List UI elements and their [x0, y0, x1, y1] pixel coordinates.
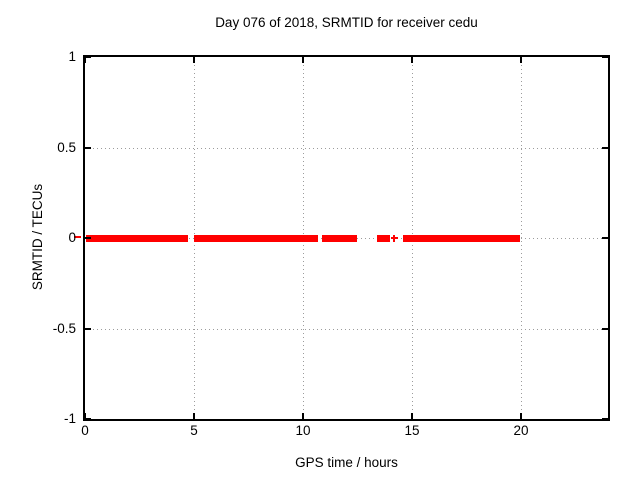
- x-tick-mark: [520, 57, 522, 63]
- x-tick-mark: [193, 413, 195, 419]
- grid-line-horizontal: [85, 148, 608, 149]
- y-tick-mark: [602, 418, 608, 420]
- x-axis-label: GPS time / hours: [295, 455, 398, 470]
- y-tick-label: 0: [68, 230, 76, 245]
- x-tick-label: 0: [81, 423, 89, 438]
- x-tick-mark: [84, 57, 86, 63]
- chart-title: Day 076 of 2018, SRMTID for receiver ced…: [215, 15, 478, 30]
- data-segment: [403, 235, 520, 242]
- x-tick-mark: [84, 413, 86, 419]
- x-tick-mark: [520, 413, 522, 419]
- y-tick-mark: [85, 328, 91, 330]
- y-tick-label: -1: [63, 411, 76, 426]
- y-tick-mark: [602, 147, 608, 149]
- data-segment: [86, 235, 188, 242]
- stray-data-dash: [74, 236, 81, 238]
- data-segment: [377, 235, 390, 242]
- y-tick-mark: [602, 328, 608, 330]
- y-tick-label: 1: [68, 49, 76, 64]
- x-tick-label: 5: [190, 423, 198, 438]
- y-tick-label: 0.5: [57, 140, 76, 155]
- y-tick-mark: [85, 147, 91, 149]
- data-segment: [194, 235, 318, 242]
- x-tick-mark: [411, 57, 413, 63]
- x-tick-mark: [193, 57, 195, 63]
- grid-line-horizontal: [85, 329, 608, 330]
- y-tick-mark: [85, 56, 91, 58]
- x-tick-label: 15: [404, 423, 420, 438]
- x-tick-mark: [302, 413, 304, 419]
- x-tick-mark: [302, 57, 304, 63]
- y-tick-mark: [602, 56, 608, 58]
- y-tick-mark: [602, 237, 608, 239]
- x-tick-mark: [411, 413, 413, 419]
- y-tick-label: -0.5: [52, 321, 76, 336]
- x-tick-label: 20: [513, 423, 529, 438]
- data-segment: [322, 235, 357, 242]
- x-tick-label: 10: [295, 423, 311, 438]
- y-tick-mark: [85, 418, 91, 420]
- plot-area: [83, 55, 610, 421]
- y-tick-mark: [85, 237, 91, 239]
- data-point-marker: [393, 235, 395, 242]
